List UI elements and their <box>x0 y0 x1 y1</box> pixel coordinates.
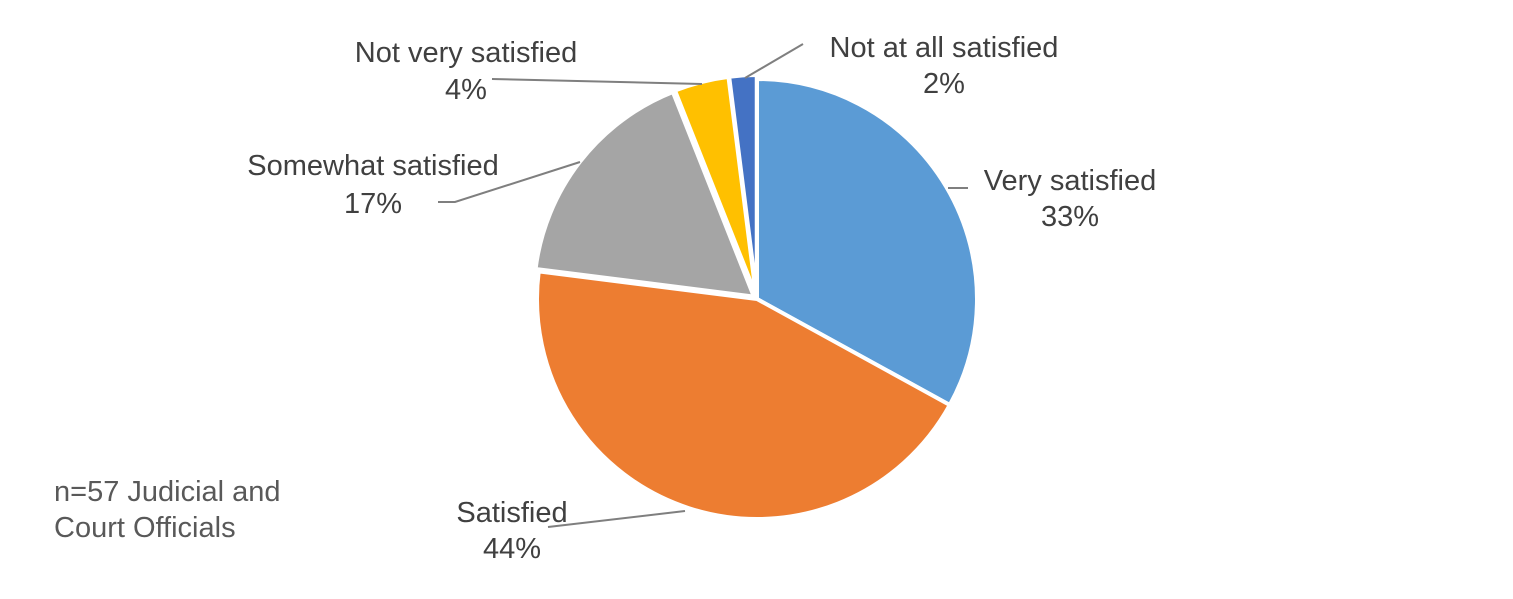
slice-label-very-satisfied: Very satisfied <box>984 165 1156 197</box>
sample-size-note-line-1: n=57 Judicial and <box>54 476 281 508</box>
slice-label-satisfied: Satisfied <box>456 497 567 529</box>
slice-value-satisfied: 44% <box>483 533 541 565</box>
pie-slice-satisfied <box>535 269 952 521</box>
pie-slice-somewhat-satisfied <box>533 89 756 299</box>
slice-value-somewhat-satisfied: 17% <box>344 188 402 220</box>
leader-line-not-at-all-satisfied <box>744 43 804 79</box>
sample-size-note-line-2: Court Officials <box>54 512 236 544</box>
leader-line-not-very-satisfied <box>491 78 703 85</box>
pie-slice-not-at-all-satisfied <box>727 73 759 298</box>
sample-size-note: n=57 Judicial and Court Officials <box>54 474 281 546</box>
slice-value-very-satisfied: 33% <box>1041 201 1099 233</box>
leader-line-somewhat-satisfied <box>438 161 581 203</box>
slice-label-somewhat-satisfied: Somewhat satisfied <box>247 150 498 182</box>
slice-label-not-at-all-satisfied: Not at all satisfied <box>830 32 1059 64</box>
leader-line-satisfied <box>547 510 686 528</box>
slice-value-not-at-all-satisfied: 2% <box>923 68 965 100</box>
pie-slice-very-satisfied <box>755 77 979 407</box>
slice-label-not-very-satisfied: Not very satisfied <box>355 37 577 69</box>
slice-value-not-very-satisfied: 4% <box>445 74 487 106</box>
